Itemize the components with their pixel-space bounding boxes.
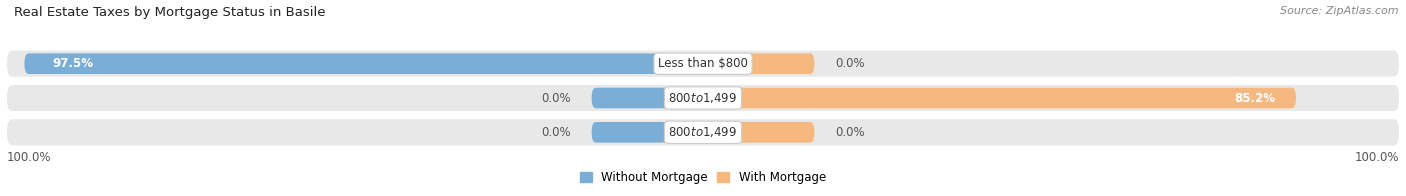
FancyBboxPatch shape — [24, 54, 703, 74]
FancyBboxPatch shape — [703, 122, 814, 143]
Text: 0.0%: 0.0% — [541, 126, 571, 139]
Text: 97.5%: 97.5% — [52, 57, 93, 70]
Text: Real Estate Taxes by Mortgage Status in Basile: Real Estate Taxes by Mortgage Status in … — [14, 6, 326, 19]
FancyBboxPatch shape — [7, 51, 1399, 77]
Legend: Without Mortgage, With Mortgage: Without Mortgage, With Mortgage — [575, 166, 831, 189]
FancyBboxPatch shape — [703, 54, 814, 74]
Text: Source: ZipAtlas.com: Source: ZipAtlas.com — [1281, 6, 1399, 16]
Text: Less than $800: Less than $800 — [658, 57, 748, 70]
Text: $800 to $1,499: $800 to $1,499 — [668, 125, 738, 139]
Text: $800 to $1,499: $800 to $1,499 — [668, 91, 738, 105]
FancyBboxPatch shape — [7, 119, 1399, 145]
FancyBboxPatch shape — [7, 85, 1399, 111]
Text: 0.0%: 0.0% — [835, 57, 865, 70]
Text: 0.0%: 0.0% — [541, 92, 571, 104]
Text: 100.0%: 100.0% — [1354, 151, 1399, 164]
FancyBboxPatch shape — [592, 88, 703, 108]
Text: 85.2%: 85.2% — [1234, 92, 1275, 104]
Text: 100.0%: 100.0% — [7, 151, 52, 164]
Text: 0.0%: 0.0% — [835, 126, 865, 139]
FancyBboxPatch shape — [703, 88, 1296, 108]
FancyBboxPatch shape — [592, 122, 703, 143]
